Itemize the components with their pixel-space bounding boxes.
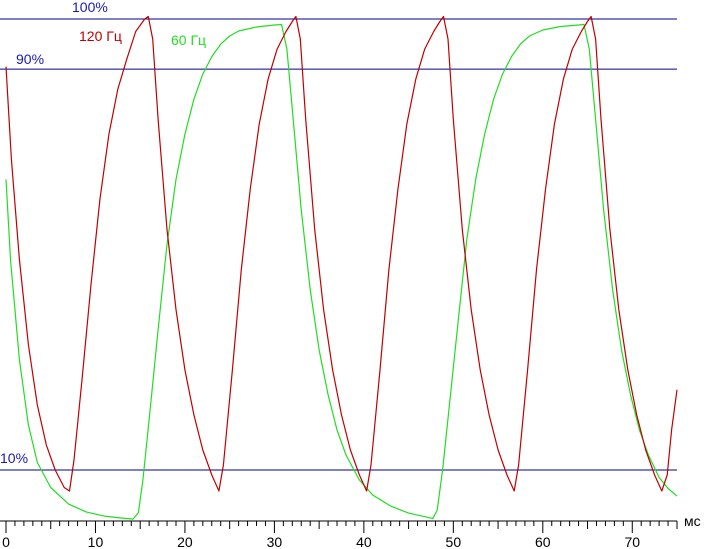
x-axis: 0 10 20 30 40 50 60 70 мс	[0, 513, 701, 549]
legend-label-120hz: 120 Гц	[79, 28, 122, 44]
x-tick-label: 30	[267, 534, 283, 549]
reference-label-90pct: 90%	[16, 51, 44, 67]
legend-label-60hz: 60 Гц	[171, 32, 206, 48]
x-tick-label: 40	[356, 534, 372, 549]
series-layer	[5, 15, 678, 520]
reference-label-10pct: 10%	[0, 450, 28, 466]
series-line-120hz	[5, 15, 678, 492]
x-axis-label: мс	[684, 513, 701, 529]
reference-label-100pct: 100%	[72, 0, 108, 15]
x-tick-label: 70	[624, 534, 640, 549]
x-tick-label: 0	[2, 534, 10, 549]
legend: 120 Гц 60 Гц	[79, 28, 206, 48]
x-tick-label: 50	[446, 534, 462, 549]
x-tick-label: 20	[177, 534, 193, 549]
x-tick-label: 60	[535, 534, 551, 549]
x-tick-label: 10	[88, 534, 104, 549]
series-line-60hz	[5, 23, 678, 520]
reference-lines: 100% 90% 10%	[0, 0, 677, 471]
